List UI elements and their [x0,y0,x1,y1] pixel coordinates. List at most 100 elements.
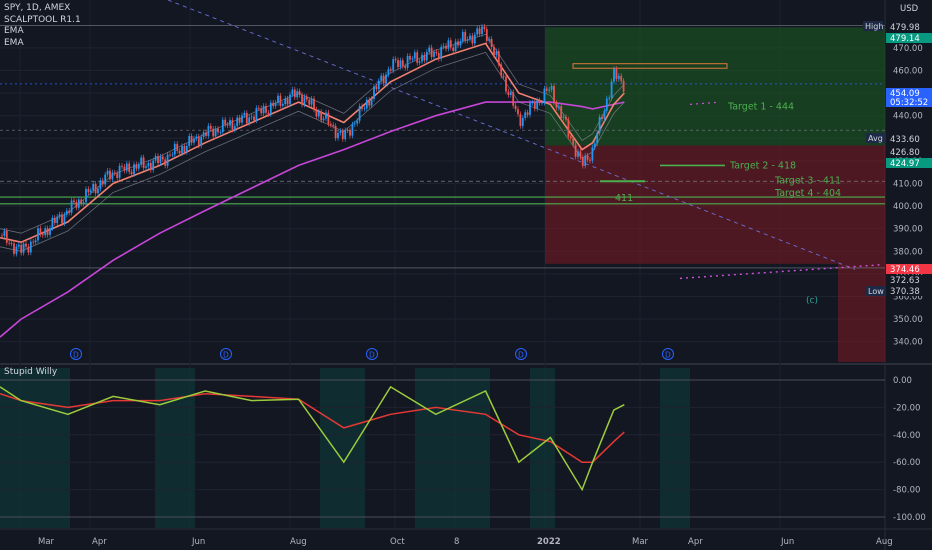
candle [118,163,121,181]
candle [409,53,411,63]
candle [121,163,123,170]
time-tick-label: Jun [191,537,205,547]
candle [3,228,6,239]
time-tick-label: 8 [454,537,459,547]
candle [17,242,20,250]
axis-value-label: 426.80 [890,148,920,158]
candle [322,115,325,123]
candle [457,38,459,49]
price-tick-label: 400.00 [893,202,923,212]
target-label-2: Target 2 - 418 [729,160,796,171]
indicator-tick-label: 0.00 [893,376,912,386]
candle [505,74,507,95]
candle [123,163,126,174]
candle [70,197,73,216]
indicator-scalptool[interactable]: SCALPTOOL R1.1 [4,14,81,25]
indicator-title[interactable]: Stupid Willy [4,367,58,377]
time-tick-label: Aug [876,537,893,547]
candle [392,56,395,74]
candle [277,93,279,106]
candle [401,57,404,69]
axis-value-label: 454.09 [890,89,920,99]
axis-value-label: 374.46 [890,265,920,275]
candle [154,153,157,164]
indicator-zone [0,368,70,528]
candle [202,129,205,140]
indicator-zone [660,368,690,528]
candle [445,43,447,52]
candle [111,169,114,183]
dividend-marker-icon [220,348,232,360]
candle [173,141,176,158]
candle [296,88,299,100]
candle [553,83,555,106]
time-tick-label: 2022 [537,537,561,547]
candle [212,126,215,140]
candle [116,170,119,181]
candle [29,238,32,256]
candle [517,106,519,117]
axis-tag-bg [866,133,886,143]
candle [44,225,47,238]
candle [617,73,620,82]
candle [394,56,397,63]
candle [262,103,265,116]
candle [502,73,505,80]
candle [63,211,66,227]
axis-value-bg [886,134,932,144]
candle [27,243,30,256]
candle [149,160,152,173]
loss-zone [545,145,885,264]
candle [543,85,546,106]
candle [418,58,421,66]
candle [298,88,301,98]
candle [214,125,217,140]
candle [41,231,44,238]
candle [346,127,349,134]
target-label-4: Target 4 - 404 [774,188,841,199]
axis-value-label: 433.60 [890,135,920,145]
candle [159,153,162,166]
candle [248,114,251,126]
candle [137,161,140,172]
candle [425,49,428,64]
candle [572,135,575,148]
candle [267,109,270,117]
candle [435,49,438,56]
time-tick-label: Apr [92,537,107,547]
candle [22,240,25,256]
axis-value-bg [886,275,932,285]
candles [1,23,625,257]
time-tick-label: Mar [38,537,55,547]
candle [171,151,174,158]
axis-value-bg [886,158,932,168]
candle [178,148,181,157]
candle [46,225,49,238]
candle [303,93,306,108]
candle [8,240,11,246]
indicator-ema-fast[interactable]: EMA [4,26,24,36]
target-1-connector [689,101,721,105]
candle [243,110,246,119]
candle [197,133,200,149]
candle [526,109,529,118]
candle [545,85,548,94]
candle [109,168,111,183]
candle [68,207,71,216]
candle [217,125,219,135]
candle [610,78,613,101]
candle [101,177,104,188]
symbol-title[interactable]: SPY, 1D, AMEX [4,3,71,13]
indicator-ema-slow[interactable]: EMA [4,37,24,48]
candle [53,215,56,226]
candle [301,92,303,108]
candle [238,114,241,126]
candle [476,25,479,38]
resistance-box [572,63,728,69]
candle [380,72,383,84]
candle [471,32,474,47]
candle [135,161,138,172]
axis-value-bg [886,147,932,157]
candle [574,141,577,160]
